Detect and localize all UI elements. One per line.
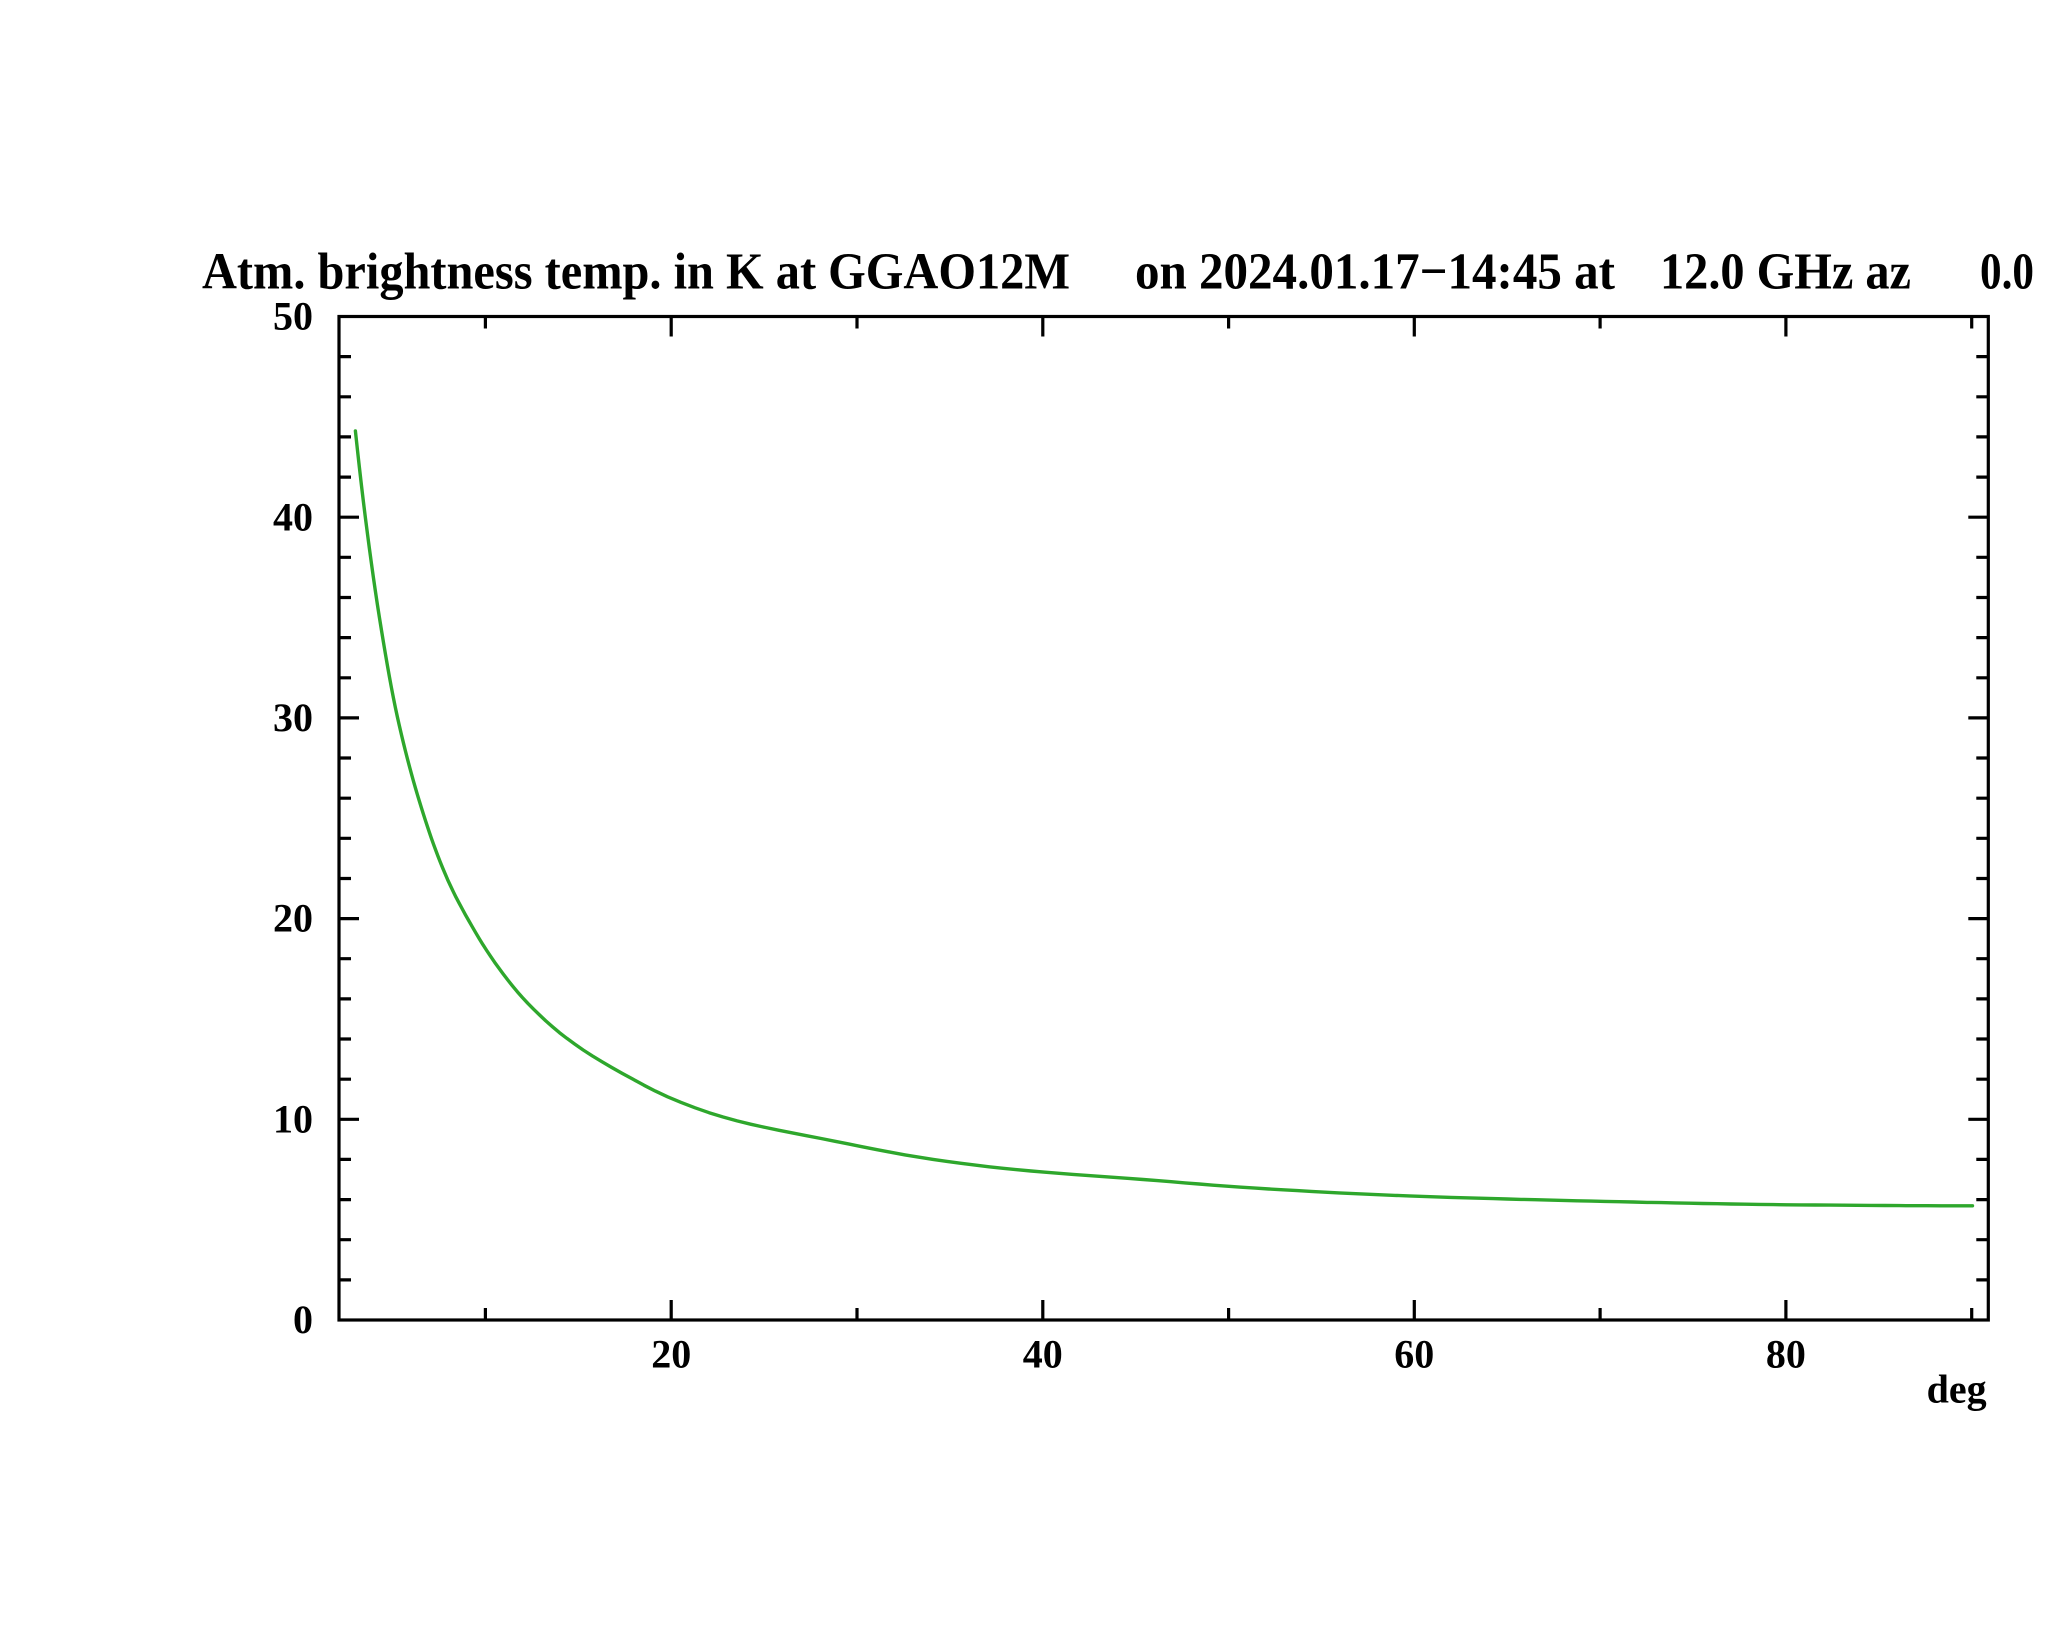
- svg-text:40: 40: [1023, 1332, 1063, 1377]
- svg-text:30: 30: [273, 695, 313, 740]
- svg-text:10: 10: [273, 1096, 313, 1141]
- svg-text:50: 50: [273, 294, 313, 339]
- svg-text:12.0 GHz az: 12.0 GHz az: [1660, 243, 1911, 301]
- svg-text:20: 20: [651, 1332, 691, 1377]
- svg-text:60: 60: [1394, 1332, 1434, 1377]
- svg-text:80: 80: [1766, 1332, 1806, 1377]
- svg-text:deg: deg: [1927, 1367, 1987, 1412]
- svg-text:on 2024.01.17−14:45 at: on 2024.01.17−14:45 at: [1135, 243, 1616, 301]
- svg-text:0.0: 0.0: [1980, 243, 2034, 301]
- svg-text:40: 40: [273, 494, 313, 539]
- svg-text:20: 20: [273, 896, 313, 941]
- svg-text:Atm. brightness temp. in K at: Atm. brightness temp. in K at GGAO12M: [202, 243, 1070, 301]
- svg-text:0: 0: [293, 1297, 313, 1342]
